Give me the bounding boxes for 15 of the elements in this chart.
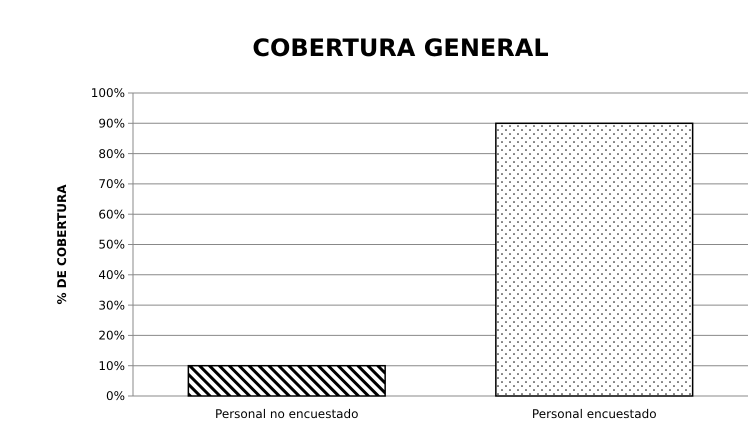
y-tick-label: 20% — [98, 328, 125, 343]
y-tick-label: 40% — [98, 268, 125, 282]
y-tick-label: 10% — [98, 358, 125, 373]
y-tick-label: 90% — [98, 116, 125, 130]
y-axis-title: % DE COBERTURA — [55, 184, 69, 305]
y-tick-label: 60% — [98, 207, 125, 222]
y-tick-label: 70% — [98, 177, 125, 192]
y-tick-label: 50% — [98, 238, 125, 252]
chart-title: COBERTURA GENERAL — [252, 34, 549, 62]
y-tick-label: 0% — [106, 389, 125, 404]
x-tick-label: Personal no encuestado — [215, 407, 358, 421]
y-tick-label: 100% — [90, 86, 125, 100]
y-tick-label: 30% — [98, 298, 125, 312]
x-tick-label: Personal encuestado — [532, 407, 657, 421]
y-tick-label: 80% — [98, 146, 125, 161]
